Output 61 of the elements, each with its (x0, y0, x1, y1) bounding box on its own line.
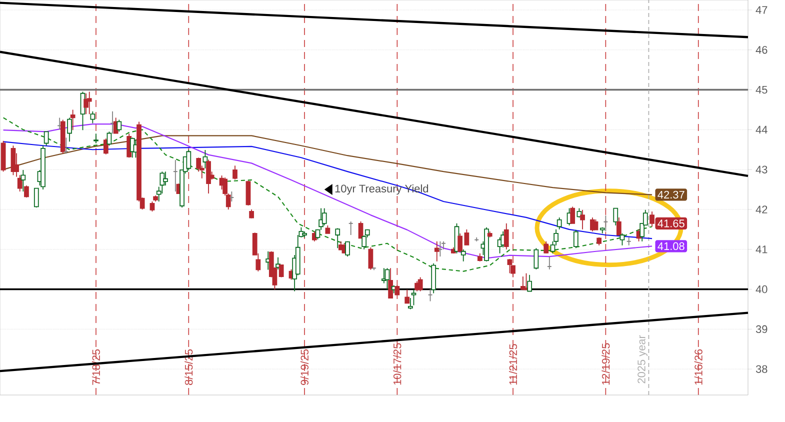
candlestick (20, 170, 26, 192)
candlestick (70, 109, 76, 131)
candlestick (232, 165, 238, 180)
candlestick (411, 289, 416, 306)
candlestick (64, 137, 69, 154)
y-tick-label: 46 (756, 46, 768, 54)
x-tick-label: 9/19/25 (300, 349, 309, 385)
y-tick-label: 45 (756, 86, 768, 94)
y-tick-label: 42 (756, 206, 768, 214)
y-tick-label: 44 (756, 126, 768, 134)
candlestick (580, 209, 585, 230)
candlestick (325, 224, 330, 234)
candlestick (556, 217, 562, 230)
candlestick (229, 191, 234, 202)
candlestick (335, 228, 340, 249)
y-tick-label: 40 (756, 285, 768, 294)
candlestick (84, 92, 88, 115)
candlestick (408, 298, 413, 310)
data-label: 41.08 (658, 242, 684, 250)
candlestick (428, 288, 433, 302)
x-tick-label: 7/18/25 (92, 349, 100, 385)
candlestick (504, 222, 509, 250)
candlestick (487, 230, 492, 238)
candlestick (67, 117, 72, 142)
candlestick (40, 145, 46, 190)
candlestick (613, 208, 618, 226)
y-tick-label: 47 (756, 6, 768, 14)
candlestick (172, 160, 178, 192)
candlestick (163, 171, 168, 186)
text: 41.65 (658, 220, 684, 228)
candlestick (534, 248, 539, 270)
candlestick (507, 258, 512, 274)
y-tick-label: 41 (756, 246, 768, 254)
candlestick (570, 206, 576, 224)
candlestick (546, 256, 552, 270)
y-tick-label: 38 (756, 365, 768, 373)
candlestick (626, 236, 632, 246)
candlestick (603, 215, 608, 232)
x-tick-label: 1/16/26 (694, 349, 702, 385)
candlestick (86, 91, 92, 115)
y-tick-label: 39 (756, 325, 768, 334)
candlestick (90, 110, 96, 124)
candlestick (434, 240, 440, 262)
candlestick (348, 220, 354, 236)
candlestick (94, 133, 98, 144)
candlestick (404, 289, 410, 304)
candlestick (527, 274, 532, 292)
candlestick (460, 248, 466, 262)
x-tick-label: 11/21/25 (508, 344, 518, 385)
x-tick-label: 10/17/25 (393, 343, 402, 385)
candlestick (160, 171, 165, 194)
ref-line-label: 2025 year (638, 335, 648, 384)
y-tick-label: 43 (756, 166, 768, 174)
candlestick (322, 208, 327, 226)
candlestick (616, 217, 622, 236)
annotation: 10yr Treasury Yield (335, 184, 428, 195)
data-label: 42.37 (658, 190, 684, 199)
candlestick (431, 262, 436, 294)
x-tick-label: 12/19/25 (602, 343, 610, 385)
candlestick (384, 268, 390, 290)
candlestick (438, 240, 443, 257)
